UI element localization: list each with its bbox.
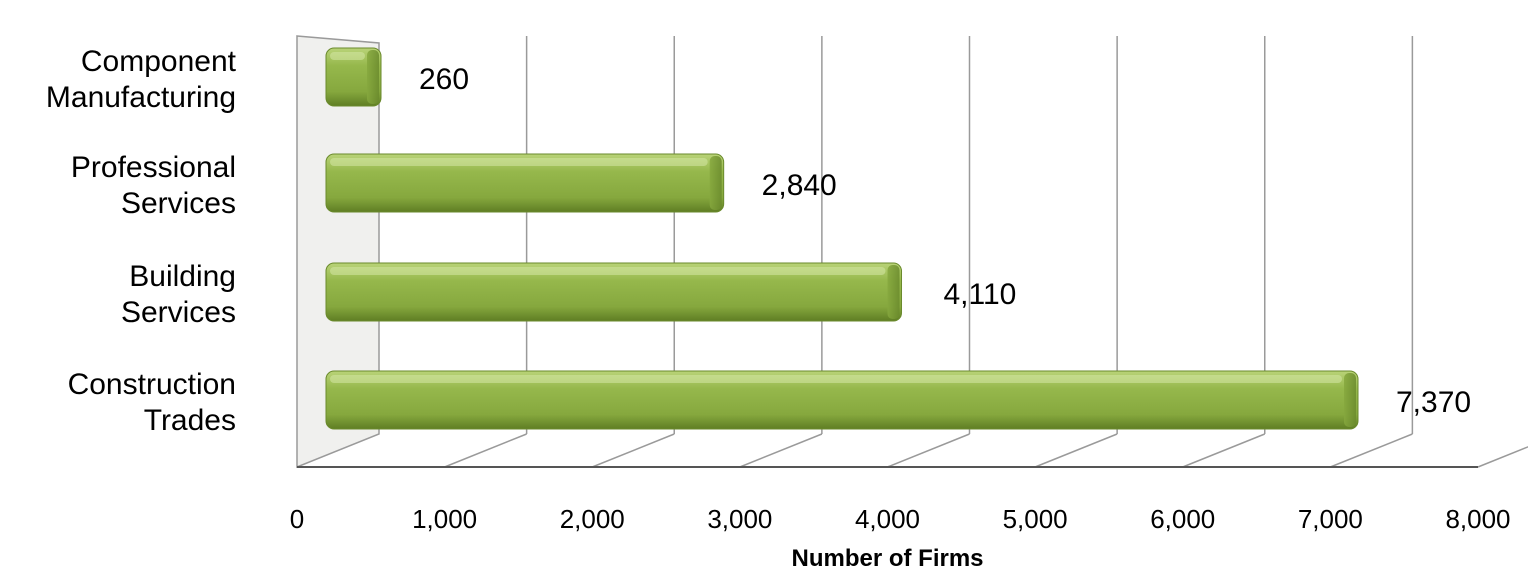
bar: [325, 370, 1359, 430]
x-tick-label: 1,000: [412, 504, 477, 534]
bar-end-cap: [887, 265, 900, 319]
gridline-floor: [591, 433, 675, 468]
gridlines: [297, 36, 1528, 468]
bar-gloss: [330, 267, 886, 275]
x-tick-label: 0: [290, 504, 304, 534]
category-label: Component Manufacturing: [46, 45, 237, 114]
x-tick-label: 4,000: [855, 504, 920, 534]
gridline-floor: [1182, 433, 1266, 468]
category-label: Professional Services: [71, 151, 236, 220]
bar-gloss: [330, 52, 365, 60]
bar-value-label: 4,110: [944, 278, 1017, 311]
category-label-line: Building: [129, 260, 236, 293]
category-label: Building Services: [121, 260, 236, 329]
bar: [325, 262, 903, 322]
x-tick-label: 7,000: [1298, 504, 1363, 534]
x-tick-label: 5,000: [1003, 504, 1068, 534]
gridline-floor: [444, 433, 527, 468]
bar-value-label: 7,370: [1396, 386, 1471, 419]
category-label: Construction Trades: [68, 368, 236, 437]
x-tick-label: 2,000: [560, 504, 625, 534]
gridline-floor: [1477, 446, 1528, 468]
category-label-line: Professional: [71, 151, 236, 184]
gridline-floor: [1034, 433, 1118, 468]
labels: 260 Component Manufacturing 2,840 Profession…: [46, 45, 1511, 572]
category-label-line: Manufacturing: [46, 81, 236, 114]
x-tick-label: 8,000: [1445, 504, 1510, 534]
bar-gloss: [330, 158, 708, 166]
category-label-line: Trades: [144, 404, 236, 437]
bars: [325, 47, 1359, 430]
x-axis-title: Number of Firms: [791, 545, 983, 572]
category-label-line: Component: [81, 45, 237, 78]
chart-back-wall: [296, 35, 380, 469]
bar-gloss: [330, 375, 1342, 383]
category-label-line: Services: [121, 187, 236, 220]
bar: [325, 153, 725, 213]
gridline-floor: [1330, 433, 1413, 468]
category-label-line: Services: [121, 296, 236, 329]
gridline-floor: [739, 433, 823, 468]
gridline-floor: [887, 433, 970, 468]
side-wall: [296, 35, 380, 469]
bar-end-cap: [1344, 373, 1356, 427]
bar-end-cap: [367, 50, 379, 104]
bar-value-label: 260: [419, 63, 469, 96]
bar-end-cap: [709, 156, 722, 210]
bar-value-label: 2,840: [762, 169, 837, 202]
x-tick-label: 3,000: [707, 504, 772, 534]
x-tick-label: 6,000: [1150, 504, 1215, 534]
category-label-line: Construction: [68, 368, 236, 401]
